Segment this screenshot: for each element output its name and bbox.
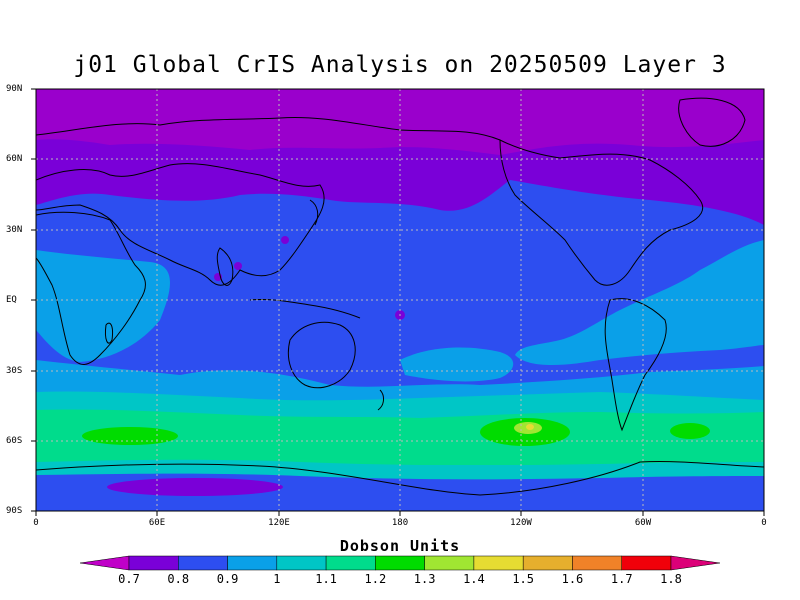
lon-label-120e: 120E bbox=[268, 518, 290, 528]
colorbar-label: 1.8 bbox=[660, 572, 682, 586]
colorbar-label: 1.2 bbox=[364, 572, 387, 586]
coast-madagascar bbox=[105, 322, 113, 344]
lon-label-60e: 60E bbox=[148, 518, 166, 528]
coast-australia bbox=[287, 321, 356, 389]
colorbar-swatch-5 bbox=[325, 555, 376, 571]
field-band-1.2-1.3-indian bbox=[82, 427, 178, 445]
colorbar-label: 1.4 bbox=[463, 572, 485, 586]
colorbar-label: 1.3 bbox=[413, 572, 436, 586]
lat-label-90s: 90S bbox=[6, 506, 23, 516]
coast-africa bbox=[36, 211, 146, 365]
coast-south-america bbox=[604, 298, 667, 432]
coast-greenland bbox=[678, 97, 746, 147]
field-spot-china bbox=[281, 236, 289, 244]
colorbar-label: 0.7 bbox=[118, 572, 140, 586]
colorbar-label: 1.7 bbox=[610, 572, 633, 586]
colorbar-label: 1.6 bbox=[561, 572, 584, 586]
lon-label-180: 180 bbox=[391, 518, 409, 528]
colorbar-swatch-low-end bbox=[79, 555, 130, 571]
colorbar-swatch-3 bbox=[227, 555, 278, 571]
map-field bbox=[36, 89, 764, 511]
colorbar-swatch-9 bbox=[522, 555, 573, 571]
colorbar-label: 1.5 bbox=[512, 572, 535, 586]
axis-ticks bbox=[31, 88, 765, 516]
lon-label-0-east: 0 bbox=[761, 518, 767, 528]
map-title: j01 Global CrIS Analysis on 20250509 Lay… bbox=[73, 52, 727, 78]
colorbar-swatch-1 bbox=[128, 555, 179, 571]
colorbar-swatch-2 bbox=[178, 555, 228, 571]
field-band-0.9-1.0-atlantic bbox=[36, 250, 170, 362]
lat-label-30s: 30S bbox=[6, 366, 23, 376]
colorbar-swatch-11 bbox=[621, 555, 672, 571]
colorbar-swatch-10 bbox=[572, 555, 622, 571]
colorbar-swatch-high-end bbox=[670, 555, 721, 571]
coast-eurasia bbox=[36, 163, 325, 286]
field-band-0.7-0.8-antarctic bbox=[107, 478, 283, 496]
coastlines bbox=[36, 97, 764, 496]
coast-north-america bbox=[499, 139, 703, 286]
field-band-0.9-1.0-pacific bbox=[400, 347, 514, 382]
field-band-0.6-0.7-north bbox=[36, 89, 764, 155]
lat-label-90n: 90N bbox=[6, 84, 23, 94]
field-band-1.2-1.3-atlantic bbox=[670, 423, 710, 439]
colorbar-swatch-7 bbox=[424, 555, 475, 571]
colorbar-label: 1 bbox=[273, 572, 281, 586]
colorbar-title: Dobson Units bbox=[339, 537, 461, 555]
coast-japan bbox=[309, 199, 319, 226]
colorbar bbox=[79, 555, 721, 571]
coast-antarctica bbox=[36, 461, 764, 496]
lat-label-eq: EQ bbox=[6, 295, 17, 305]
field-band-1.1-1.2-south bbox=[36, 409, 764, 465]
colorbar-swatch-8 bbox=[473, 555, 524, 571]
lat-label-30n: 30N bbox=[6, 225, 23, 235]
lat-label-60s: 60S bbox=[6, 436, 23, 446]
coast-india bbox=[216, 247, 234, 286]
field-spot-india bbox=[234, 262, 242, 270]
colorbar-label: 1.1 bbox=[315, 572, 337, 586]
coast-arctic-russia bbox=[36, 117, 501, 141]
coast-newzealand bbox=[377, 389, 384, 411]
colorbar-swatch-4 bbox=[276, 555, 327, 571]
colorbar-label: 0.9 bbox=[216, 572, 239, 586]
colorbar-swatch-6 bbox=[375, 555, 425, 571]
colorbar-label: 0.8 bbox=[167, 572, 190, 586]
lon-label-0-west: 0 bbox=[33, 518, 39, 528]
gridlines bbox=[36, 89, 764, 511]
field-band-1.4-1.5-pacific bbox=[526, 424, 534, 430]
lat-label-60n: 60N bbox=[6, 154, 23, 164]
lon-label-120w: 120W bbox=[510, 518, 532, 528]
lon-label-60w: 60W bbox=[634, 518, 652, 528]
